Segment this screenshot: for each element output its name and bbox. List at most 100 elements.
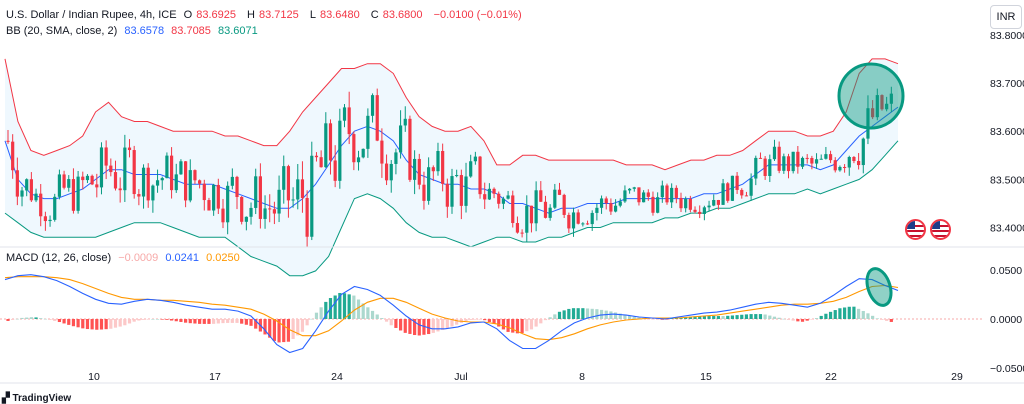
macd-histogram-bar [375,314,379,319]
macd-histogram-bar [39,318,43,319]
us-flag-icon-2[interactable] [930,219,951,240]
macd-histogram-bar [628,315,632,319]
candle-body [506,195,510,199]
candle-body [188,170,192,201]
candle-body [604,198,608,204]
candle-body [375,95,379,141]
candle-body [730,175,735,201]
candle-body [76,176,80,211]
macd-histogram-bar [221,319,225,324]
macd-histogram-bar [819,315,823,319]
macd-histogram-bar [160,319,164,320]
candle-body [571,212,576,229]
candle-body [651,196,655,213]
candle-body [613,205,618,212]
candle-body [758,157,763,159]
macd-histogram-bar [216,319,220,324]
candle-body [25,179,29,191]
candle-body [857,161,861,166]
macd-histogram-bar [529,319,534,330]
bb-legend: BB (20, SMA, close, 2) 83.6578 83.7085 8… [6,24,262,38]
macd-histogram-bar [240,319,244,324]
macd-histogram-bar [506,319,510,332]
macd-histogram-bar [613,312,618,319]
candle-body [43,216,47,222]
candle-body [833,160,837,171]
candle-body [847,156,851,168]
candle-body [436,150,440,172]
candle-body [268,208,272,210]
candle-body [548,207,552,218]
candle-body [202,183,206,201]
macd-histogram-bar [67,319,71,325]
candle-body [57,174,62,197]
macd-histogram-bar [11,319,15,320]
macd-histogram-bar [436,319,440,332]
macd-histogram-bar [786,319,791,320]
candle-body [824,154,828,159]
macd-histogram-bar [539,319,543,324]
macd-histogram-bar [758,314,763,319]
candle-body [656,197,660,213]
candle-body [721,183,725,205]
candle-body [352,134,356,163]
macd-histogram-bar [782,318,786,320]
candle-body [665,185,669,203]
candle-body [174,174,178,191]
macd-histogram-bar [174,319,178,322]
macd-histogram-bar [501,319,506,330]
candle-body [754,157,758,179]
macd-histogram-bar [557,311,562,319]
macd-histogram-bar [721,316,725,319]
macd-histogram-bar [464,319,468,322]
macd-histogram-bar [445,319,449,329]
macd-histogram-bar [347,294,351,319]
price-tick-label: 83.6000 [990,126,1024,138]
candle-body [39,193,43,217]
candle-body [861,138,865,166]
candle-body [123,147,127,191]
candle-body [684,198,688,209]
candle-body [184,161,188,201]
candle-body [637,187,641,203]
bb-label: BB (20, SMA, close, 2) [6,25,118,37]
candle-body [880,95,884,110]
candle-body [137,194,141,197]
candle-body [342,107,347,121]
macd-histogram-bar [772,316,777,319]
macd-histogram-bar [427,319,431,335]
candle-body [48,219,52,222]
currency-button[interactable]: INR [990,5,1022,29]
candle-body [427,167,431,201]
us-flag-icon[interactable] [905,219,926,240]
macd-histogram-bar [76,319,80,328]
macd-histogram-bar [169,319,174,321]
macd-histogram-bar [609,311,613,319]
candle-body [688,198,692,210]
candle-body [679,197,683,209]
candle-body [127,147,132,151]
macd-histogram-bar [618,313,622,319]
candle-body [590,212,594,225]
candle-body [693,209,697,212]
macd-histogram-bar [534,319,538,327]
macd-histogram-bar [684,317,688,319]
macd-histogram-bar [25,317,29,319]
candle-body [576,212,580,224]
macd-histogram-bar [660,319,664,320]
macd-histogram-bar [352,295,356,319]
candle-body [263,208,267,219]
candles-layer [6,86,893,247]
macd-histogram-bar [871,315,875,319]
candle-body [866,108,870,139]
price-tick-label: 83.7000 [990,78,1024,90]
candle-body [230,176,234,186]
macd-histogram-bar [525,319,529,332]
macd-histogram-bar [665,319,669,320]
candle-body [408,118,412,180]
macd-histogram-bar [263,319,267,335]
macd-histogram-bar [842,307,847,319]
candle-body [791,151,795,172]
candle-body [455,175,459,177]
